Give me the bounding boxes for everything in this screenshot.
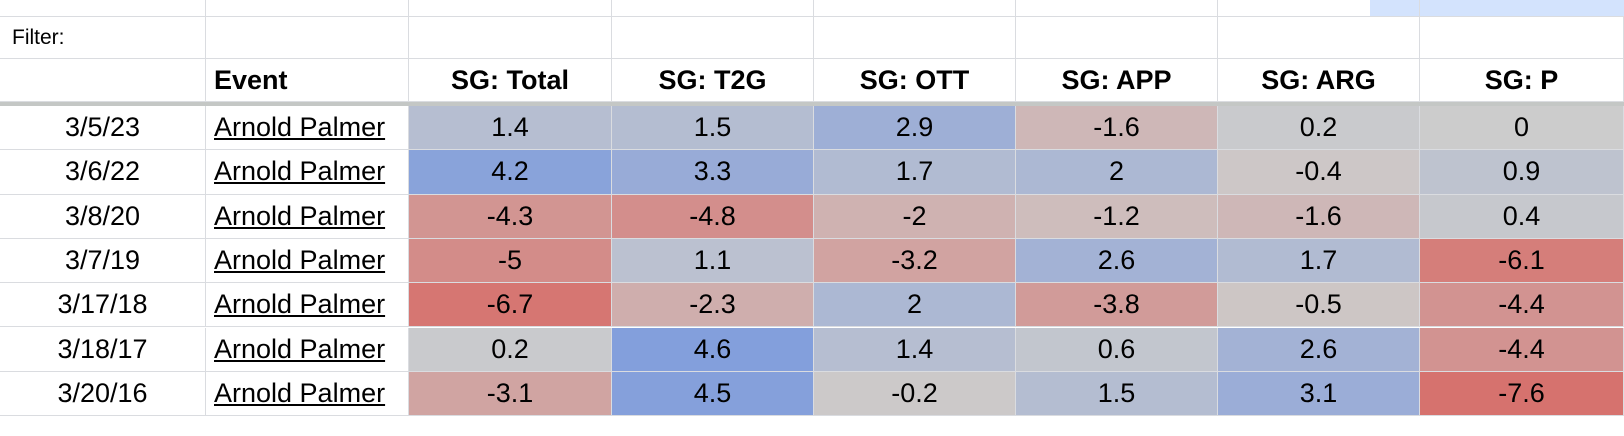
cell-sg-ott[interactable]: 1.7 <box>814 150 1016 195</box>
event-link[interactable]: Arnold Palmer <box>206 327 409 372</box>
cell-sg-t2g[interactable]: 3.3 <box>612 150 814 195</box>
cell-sg-arg[interactable]: -0.4 <box>1218 150 1420 195</box>
empty-cell[interactable] <box>1016 17 1218 59</box>
grid-line <box>205 0 206 16</box>
empty-header-cell[interactable] <box>0 59 206 102</box>
cell-sg-total[interactable]: 4.2 <box>409 150 612 195</box>
cell-sg-total[interactable]: -6.7 <box>409 283 612 328</box>
event-link[interactable]: Arnold Palmer <box>206 283 409 328</box>
grid-line <box>1419 0 1420 16</box>
cell-sg-p[interactable]: 0.4 <box>1420 194 1624 239</box>
cell-sg-t2g[interactable]: -2.3 <box>612 283 814 328</box>
frozen-row-divider <box>0 102 1624 106</box>
cell-sg-arg[interactable]: 1.7 <box>1218 238 1420 284</box>
empty-cell[interactable] <box>409 17 612 59</box>
event-link[interactable]: Arnold Palmer <box>206 106 409 151</box>
header-sg-app[interactable]: SG: APP <box>1016 59 1218 102</box>
cell-sg-total[interactable]: 0.2 <box>409 327 612 372</box>
filter-label-cell[interactable]: Filter: <box>0 17 206 59</box>
date-cell[interactable]: 3/7/19 <box>0 238 206 284</box>
cell-sg-app[interactable]: 2.6 <box>1016 238 1218 284</box>
date-cell[interactable]: 3/20/16 <box>0 371 206 417</box>
cell-sg-arg[interactable]: -0.5 <box>1218 283 1420 328</box>
cell-sg-ott[interactable]: 2 <box>814 283 1016 328</box>
cell-sg-p[interactable]: 0 <box>1420 106 1624 151</box>
cell-sg-t2g[interactable]: 4.6 <box>612 327 814 372</box>
cell-sg-app[interactable]: -1.6 <box>1016 106 1218 151</box>
cell-sg-p[interactable]: 0.9 <box>1420 150 1624 195</box>
empty-cell[interactable] <box>1218 17 1420 59</box>
event-link[interactable]: Arnold Palmer <box>206 238 409 284</box>
cell-sg-arg[interactable]: 0.2 <box>1218 106 1420 151</box>
date-cell[interactable]: 3/5/23 <box>0 106 206 151</box>
cell-sg-t2g[interactable]: 1.5 <box>612 106 814 151</box>
cell-sg-total[interactable]: 1.4 <box>409 106 612 151</box>
cell-sg-arg[interactable]: 3.1 <box>1218 371 1420 417</box>
empty-cell[interactable] <box>1420 17 1624 59</box>
cell-sg-p[interactable]: -4.4 <box>1420 327 1624 372</box>
header-sg-arg[interactable]: SG: ARG <box>1218 59 1420 102</box>
grid-line <box>0 16 1624 17</box>
cell-sg-app[interactable]: -1.2 <box>1016 194 1218 239</box>
date-cell[interactable]: 3/17/18 <box>0 283 206 328</box>
cell-sg-total[interactable]: -4.3 <box>409 194 612 239</box>
cell-sg-t2g[interactable]: 1.1 <box>612 238 814 284</box>
cell-sg-total[interactable]: -3.1 <box>409 371 612 417</box>
date-cell[interactable]: 3/18/17 <box>0 327 206 372</box>
cell-sg-p[interactable]: -6.1 <box>1420 238 1624 284</box>
date-cell[interactable]: 3/8/20 <box>0 194 206 239</box>
cell-sg-ott[interactable]: -3.2 <box>814 238 1016 284</box>
event-link[interactable]: Arnold Palmer <box>206 371 409 417</box>
selected-column-hint <box>1370 0 1624 16</box>
cell-sg-p[interactable]: -4.4 <box>1420 283 1624 328</box>
cell-sg-ott[interactable]: -0.2 <box>814 371 1016 417</box>
grid-line <box>1015 0 1016 16</box>
empty-cell[interactable] <box>814 17 1016 59</box>
empty-cell[interactable] <box>206 17 409 59</box>
cell-sg-t2g[interactable]: 4.5 <box>612 371 814 417</box>
cell-sg-arg[interactable]: -1.6 <box>1218 194 1420 239</box>
cell-sg-total[interactable]: -5 <box>409 238 612 284</box>
grid-line <box>611 0 612 16</box>
cell-sg-app[interactable]: -3.8 <box>1016 283 1218 328</box>
grid-line <box>813 0 814 16</box>
cell-sg-arg[interactable]: 2.6 <box>1218 327 1420 372</box>
header-sg-t2g[interactable]: SG: T2G <box>612 59 814 102</box>
grid-line <box>408 0 409 16</box>
cell-sg-app[interactable]: 1.5 <box>1016 371 1218 417</box>
event-link[interactable]: Arnold Palmer <box>206 150 409 195</box>
date-cell[interactable]: 3/6/22 <box>0 150 206 195</box>
cell-sg-p[interactable]: -7.6 <box>1420 371 1624 417</box>
cell-sg-app[interactable]: 2 <box>1016 150 1218 195</box>
header-sg-p[interactable]: SG: P <box>1420 59 1624 102</box>
cell-sg-ott[interactable]: 1.4 <box>814 327 1016 372</box>
cell-sg-t2g[interactable]: -4.8 <box>612 194 814 239</box>
empty-cell[interactable] <box>612 17 814 59</box>
cell-sg-app[interactable]: 0.6 <box>1016 327 1218 372</box>
cell-sg-ott[interactable]: 2.9 <box>814 106 1016 151</box>
cell-sg-ott[interactable]: -2 <box>814 194 1016 239</box>
header-sg-total[interactable]: SG: Total <box>409 59 612 102</box>
header-sg-ott[interactable]: SG: OTT <box>814 59 1016 102</box>
event-link[interactable]: Arnold Palmer <box>206 194 409 239</box>
grid-line <box>1217 0 1218 16</box>
header-event[interactable]: Event <box>206 59 409 102</box>
